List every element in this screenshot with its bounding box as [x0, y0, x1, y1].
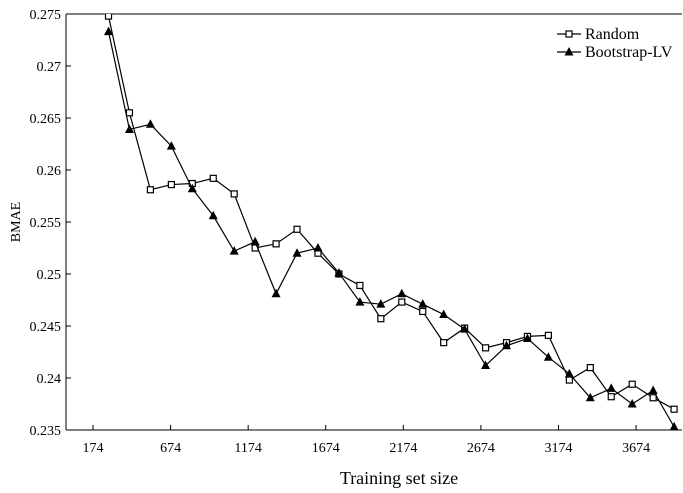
marker-triangle	[376, 299, 386, 308]
marker-triangle	[502, 340, 512, 350]
marker-square	[481, 344, 490, 352]
marker-triangle	[564, 368, 574, 378]
marker-triangle	[648, 385, 658, 394]
marker-square	[565, 376, 573, 384]
marker-triangle	[166, 141, 176, 150]
y-tick-label: 0.255	[30, 216, 62, 231]
x-tick-label: 174	[82, 441, 103, 456]
legend-label: Random	[585, 26, 640, 43]
marker-square	[167, 180, 175, 189]
marker-triangle	[292, 248, 302, 257]
legend-label: Bootstrap-LV	[585, 44, 673, 61]
y-tick-label: 0.235	[30, 424, 62, 439]
marker-square	[398, 298, 406, 306]
marker-square	[586, 364, 594, 372]
marker-square	[565, 30, 573, 38]
marker-triangle	[271, 288, 281, 298]
marker-triangle	[313, 243, 323, 252]
x-tick-label: 1174	[234, 441, 261, 456]
marker-triangle	[585, 392, 595, 402]
x-tick-label: 674	[160, 441, 181, 456]
marker-square	[146, 186, 155, 194]
y-tick-label: 0.27	[37, 60, 62, 75]
y-tick-label: 0.245	[30, 320, 62, 335]
marker-square	[272, 240, 280, 248]
marker-triangle	[208, 210, 218, 220]
marker-square	[544, 331, 553, 339]
marker-triangle	[522, 333, 532, 342]
y-tick-label: 0.275	[30, 8, 62, 23]
x-axis-label: Training set size	[340, 468, 458, 488]
marker-triangle	[418, 299, 428, 308]
y-tick-label: 0.265	[30, 112, 62, 127]
marker-triangle	[187, 183, 197, 193]
marker-square	[209, 174, 217, 182]
marker-square	[230, 190, 238, 198]
marker-triangle	[669, 421, 679, 430]
marker-square	[607, 393, 615, 401]
series-line	[107, 31, 675, 428]
marker-square	[670, 405, 678, 413]
y-axis-label: BMAE	[9, 202, 24, 242]
marker-triangle	[145, 119, 155, 128]
marker-square	[440, 339, 448, 347]
y-tick-label: 0.25	[37, 268, 62, 283]
marker-triangle	[355, 297, 365, 306]
marker-square	[649, 394, 657, 402]
x-tick-label: 1674	[312, 441, 340, 456]
marker-triangle	[564, 47, 574, 56]
marker-square	[628, 380, 636, 388]
marker-triangle	[481, 360, 491, 370]
x-tick-label: 2174	[389, 441, 417, 456]
marker-triangle	[124, 124, 134, 133]
marker-square	[293, 225, 301, 233]
marker-square	[356, 281, 364, 290]
marker-triangle	[627, 399, 637, 408]
marker-triangle	[439, 309, 449, 319]
plot-area	[104, 14, 679, 430]
marker-square	[377, 315, 385, 323]
y-tick-label: 0.26	[37, 164, 62, 179]
marker-square	[125, 109, 134, 117]
marker-square	[104, 14, 113, 20]
x-tick-label: 3174	[544, 441, 572, 456]
marker-triangle	[606, 383, 616, 392]
x-tick-label: 3674	[622, 441, 650, 456]
x-tick-label: 2674	[467, 441, 495, 456]
marker-triangle	[397, 288, 407, 298]
series-line	[107, 15, 675, 410]
marker-square	[419, 307, 427, 316]
marker-triangle	[334, 267, 344, 277]
marker-triangle	[229, 246, 239, 255]
marker-triangle	[543, 352, 553, 361]
y-tick-label: 0.24	[37, 372, 62, 387]
marker-triangle	[104, 26, 114, 36]
marker-triangle	[250, 236, 260, 246]
marker-triangle	[460, 324, 470, 333]
